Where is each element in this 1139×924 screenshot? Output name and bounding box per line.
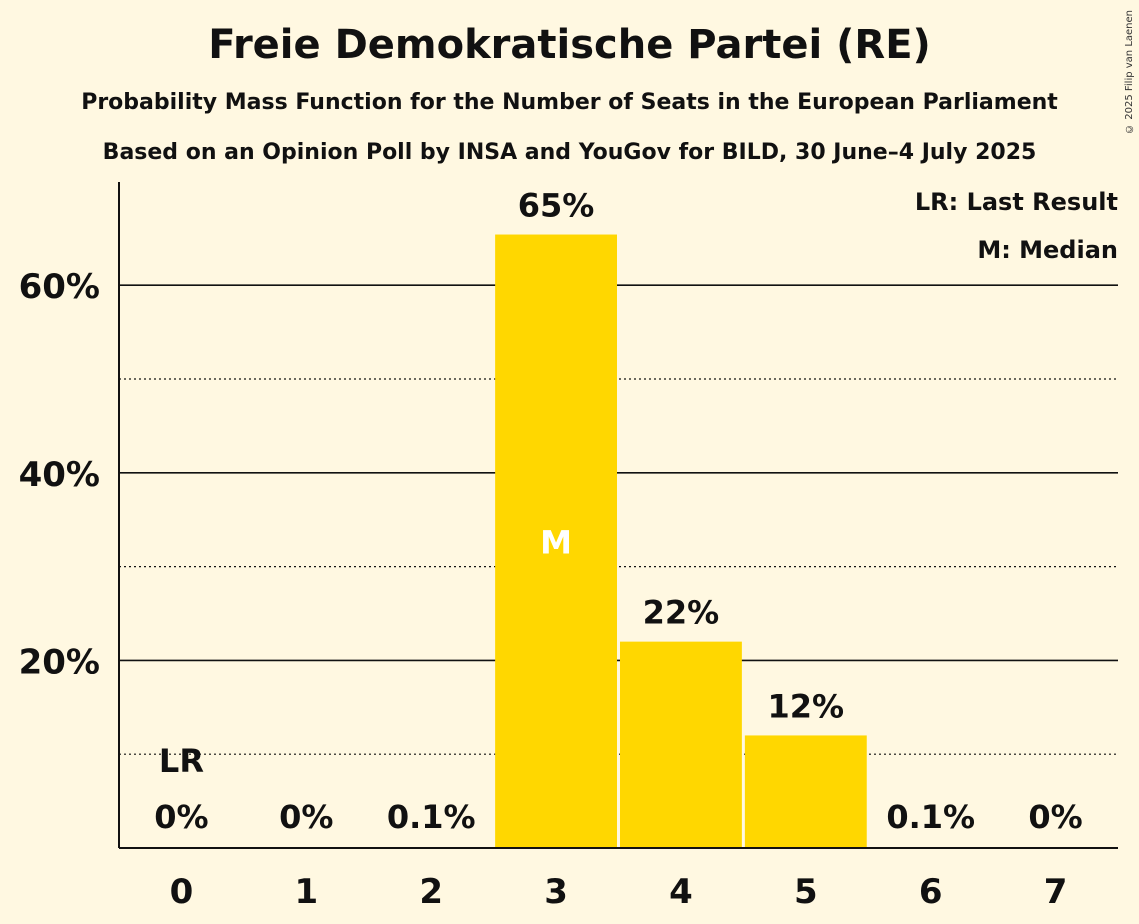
x-tick-label: 3 [544,872,568,912]
x-tick-label: 1 [294,872,318,912]
bar-value-label: 0.1% [886,798,975,836]
x-tick-label: 0 [170,872,194,912]
median-marker: M [540,523,572,561]
legend-entry: M: Median [977,236,1118,264]
chart-title: Freie Demokratische Partei (RE) [208,22,931,68]
bar-value-label: 0% [279,798,333,836]
x-tick-label: 6 [919,872,943,912]
bar-value-label: 65% [518,187,595,225]
y-tick-label: 60% [19,267,100,307]
chart-subtitle: Probability Mass Function for the Number… [81,90,1058,115]
legend-entry: LR: Last Result [915,188,1118,216]
bar-value-label: 0.1% [387,798,476,836]
y-tick-label: 20% [19,642,100,682]
y-tick-label: 40% [19,455,100,495]
bar-value-label: 0% [154,798,208,836]
x-tick-label: 2 [419,872,443,912]
bar [495,234,617,849]
bar [744,735,867,848]
chart-source: Based on an Opinion Poll by INSA and You… [102,140,1037,165]
last-result-marker: LR [159,742,204,780]
bar-value-label: 12% [768,687,845,725]
x-tick-label: 7 [1044,872,1068,912]
bar [620,641,742,848]
bar-value-label: 0% [1028,798,1082,836]
bar-value-label: 22% [643,594,720,632]
x-tick-label: 5 [794,872,818,912]
x-tick-label: 4 [669,872,693,912]
